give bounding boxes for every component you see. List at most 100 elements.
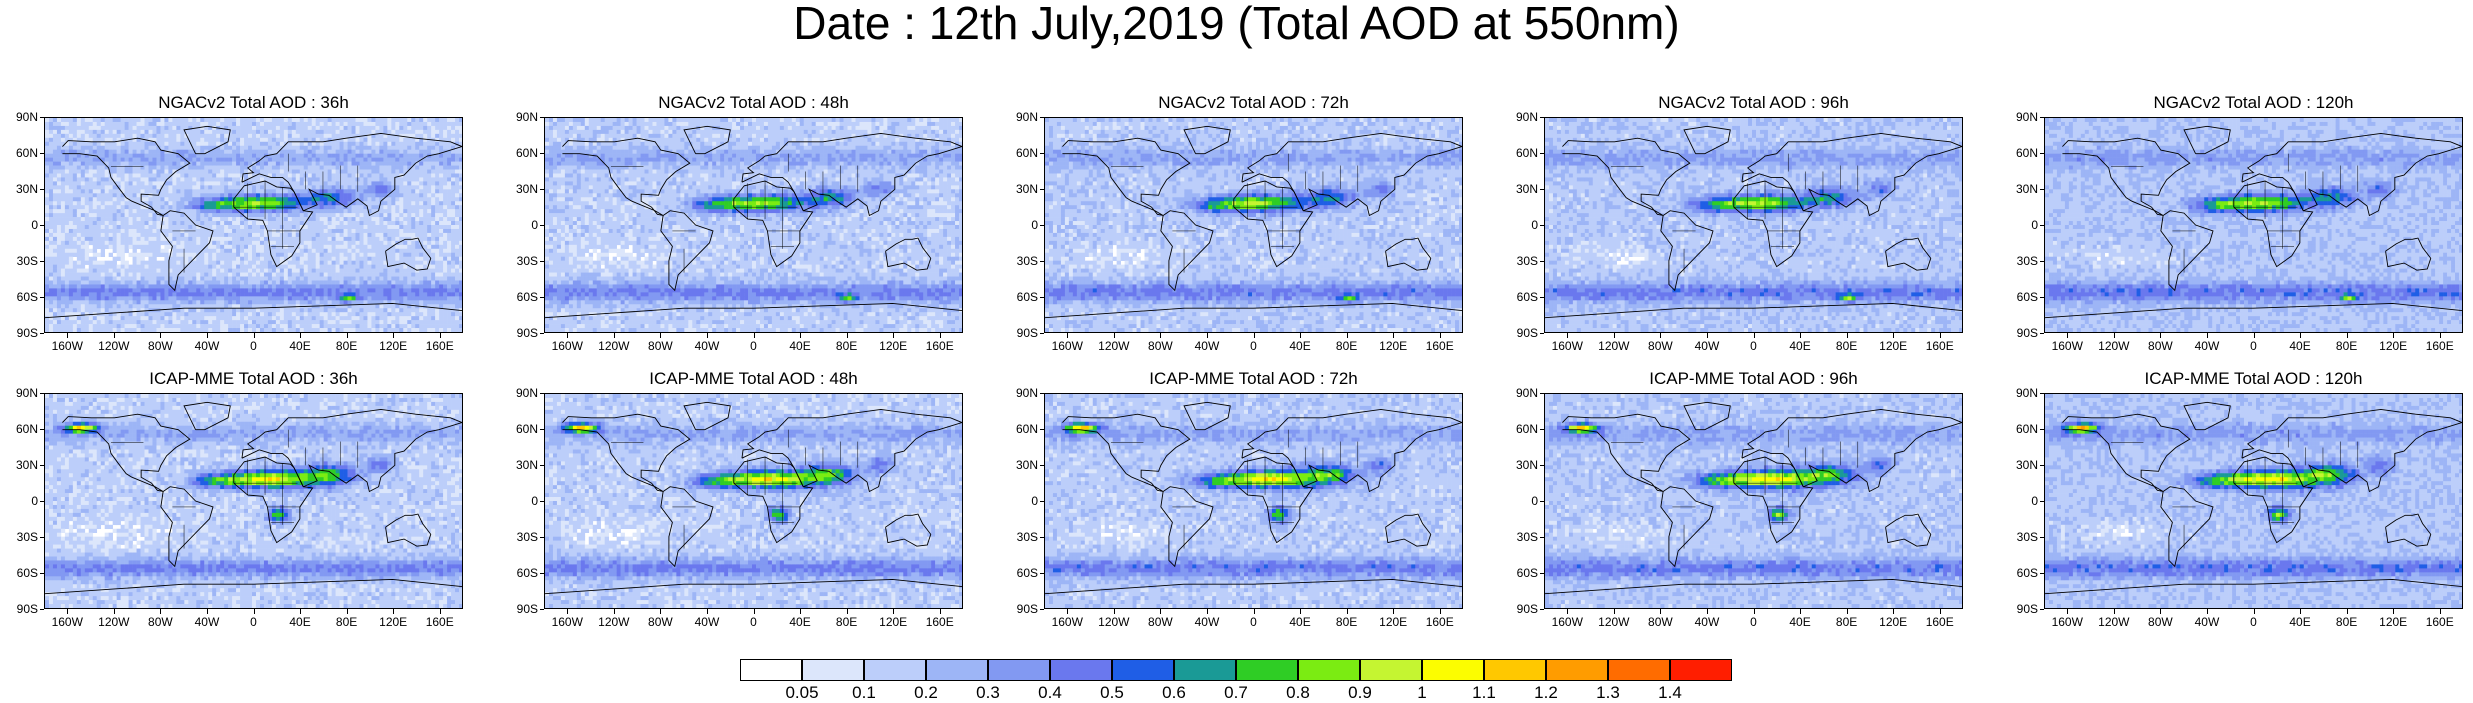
aod-cell (65, 162, 69, 166)
aod-cell (296, 265, 300, 269)
aod-cell (121, 213, 125, 217)
aod-cell (328, 269, 332, 273)
aod-cell (308, 320, 312, 324)
aod-cell (399, 308, 403, 312)
aod-cell (328, 118, 332, 122)
aod-cell (232, 189, 236, 193)
aod-cell (57, 189, 61, 193)
aod-cell (395, 312, 399, 316)
aod-cell (85, 205, 89, 209)
aod-cell (117, 209, 121, 213)
aod-cell (164, 162, 168, 166)
aod-cell (164, 193, 168, 197)
aod-cell (260, 280, 264, 284)
aod-cell (216, 257, 220, 261)
aod-cell (320, 261, 324, 265)
aod-cell (152, 217, 156, 221)
aod-cell (292, 245, 296, 249)
aod-cell (152, 170, 156, 174)
aod-cell (371, 233, 375, 237)
aod-cell (224, 122, 228, 126)
aod-cell (152, 118, 156, 122)
aod-cell (208, 328, 212, 332)
aod-cell (336, 213, 340, 217)
aod-cell (204, 130, 208, 134)
aod-cell (411, 257, 415, 261)
aod-cell (348, 193, 352, 197)
aod-cell (149, 189, 153, 193)
aod-cell (152, 261, 156, 265)
aod-cell (220, 308, 224, 312)
aod-cell (65, 328, 69, 332)
aod-cell (252, 300, 256, 304)
aod-cell (109, 185, 113, 189)
aod-cell (248, 253, 252, 257)
aod-cell (252, 193, 256, 197)
aod-cell (101, 181, 105, 185)
aod-cell (172, 277, 176, 281)
aod-cell (256, 257, 260, 261)
aod-cell (65, 292, 69, 296)
aod-cell (332, 241, 336, 245)
aod-cell (292, 221, 296, 225)
aod-cell (352, 217, 356, 221)
aod-cell (208, 277, 212, 281)
aod-cell (85, 288, 89, 292)
aod-cell (49, 142, 53, 146)
aod-cell (152, 304, 156, 308)
aod-cell (133, 292, 137, 296)
aod-cell (363, 257, 367, 261)
aod-cell (340, 300, 344, 304)
aod-cell (276, 312, 280, 316)
aod-cell (268, 209, 272, 213)
aod-cell (129, 170, 133, 174)
aod-cell (216, 273, 220, 277)
aod-cell (141, 312, 145, 316)
aod-cell (65, 122, 69, 126)
aod-cell (359, 269, 363, 273)
aod-cell (212, 185, 216, 189)
aod-cell (324, 166, 328, 170)
aod-cell (292, 225, 296, 229)
aod-cell (308, 284, 312, 288)
aod-cell (212, 177, 216, 181)
aod-cell (141, 320, 145, 324)
aod-cell (236, 312, 240, 316)
aod-cell (145, 217, 149, 221)
aod-cell (216, 189, 220, 193)
aod-cell (81, 245, 85, 249)
aod-cell (240, 233, 244, 237)
aod-cell (81, 189, 85, 193)
aod-cell (375, 265, 379, 269)
aod-cell (208, 316, 212, 320)
aod-cell (352, 181, 356, 185)
aod-cell (220, 177, 224, 181)
aod-cell (363, 217, 367, 221)
aod-cell (356, 233, 360, 237)
aod-cell (200, 162, 204, 166)
aod-cell (176, 296, 180, 300)
aod-cell (81, 170, 85, 174)
aod-cell (216, 134, 220, 138)
aod-cell (236, 300, 240, 304)
aod-cell (73, 261, 77, 265)
aod-cell (348, 221, 352, 225)
aod-cell (149, 245, 153, 249)
aod-cell (395, 138, 399, 142)
aod-cell (45, 296, 49, 300)
aod-cell (184, 288, 188, 292)
aod-cell (85, 201, 89, 205)
aod-cell (260, 257, 264, 261)
aod-cell (97, 193, 101, 197)
aod-cell (125, 154, 129, 158)
aod-cell (45, 308, 49, 312)
aod-cell (69, 261, 73, 265)
aod-cell (89, 277, 93, 281)
aod-cell (244, 138, 248, 142)
aod-cell (145, 181, 149, 185)
aod-cell (379, 229, 383, 233)
aod-cell (117, 150, 121, 154)
aod-cell (403, 201, 407, 205)
aod-cell (45, 173, 49, 177)
aod-cell (152, 257, 156, 261)
